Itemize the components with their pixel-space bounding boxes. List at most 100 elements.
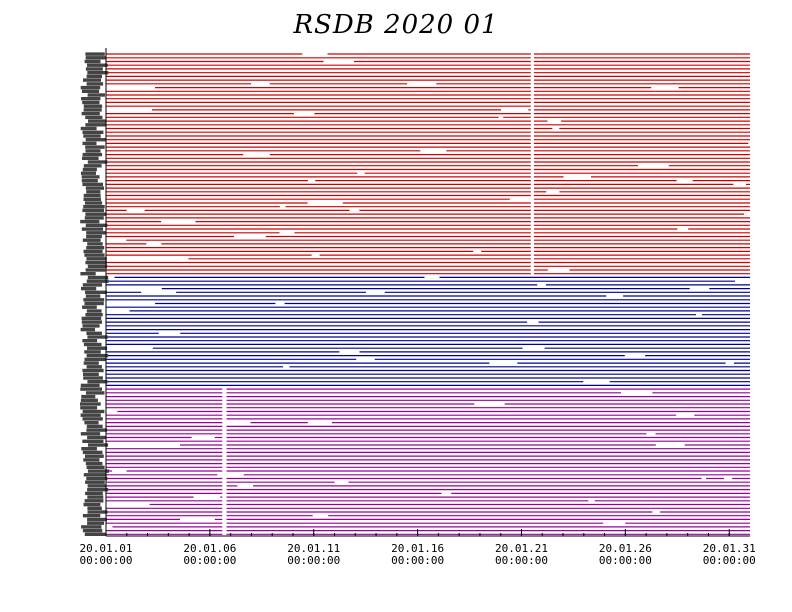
x-tick-time-label: 00:00:00 <box>80 554 133 567</box>
x-tick-date-label: 20.01.06 <box>183 542 236 555</box>
row-label-mark <box>85 491 103 496</box>
row-label-mark <box>82 100 100 105</box>
row-label-mark <box>82 182 103 187</box>
row-label-mark <box>85 313 103 317</box>
row-label-mark <box>87 346 108 350</box>
row-label-mark <box>86 424 103 429</box>
row-label-mark <box>85 260 107 265</box>
row-label-mark <box>87 242 103 246</box>
row-label-mark <box>85 391 105 395</box>
row-label-mark <box>81 179 98 183</box>
row-label-mark <box>82 417 103 421</box>
row-label-mark <box>85 223 108 227</box>
row-label-mark <box>83 458 100 462</box>
row-label-mark <box>86 428 108 432</box>
x-tick-time-label: 00:00:00 <box>287 554 340 567</box>
row-label-mark <box>87 435 106 440</box>
row-label-mark <box>86 82 104 86</box>
row-label-mark <box>83 372 99 376</box>
row-label-mark <box>88 443 109 447</box>
row-label-mark <box>85 52 105 56</box>
row-label-mark <box>86 257 107 261</box>
row-label-mark <box>86 365 102 369</box>
row-label-mark <box>86 353 109 358</box>
row-label-mark <box>80 398 98 402</box>
row-label-mark <box>86 309 102 313</box>
row-label-mark <box>85 480 105 484</box>
x-tick-date-label: 20.01.11 <box>287 542 340 555</box>
row-label-mark <box>86 246 105 250</box>
x-tick-date-label: 20.01.26 <box>599 542 652 555</box>
x-tick-date-label: 20.01.16 <box>391 542 444 555</box>
row-label-mark <box>82 528 103 533</box>
row-label-mark <box>85 454 104 458</box>
row-label-mark <box>83 134 101 138</box>
series-group-2 <box>80 275 750 388</box>
row-label-mark <box>81 525 102 529</box>
row-label-mark <box>85 186 104 190</box>
row-label-mark <box>84 59 101 64</box>
series-group-1 <box>80 52 750 276</box>
row-label-mark <box>85 212 107 216</box>
row-label-mark <box>83 249 103 254</box>
row-label-mark <box>80 327 95 332</box>
row-label-mark <box>82 514 101 518</box>
row-label-mark <box>83 164 102 168</box>
row-label-mark <box>87 71 109 75</box>
row-label-mark <box>82 450 103 455</box>
row-label-mark <box>80 126 97 131</box>
row-label-mark <box>85 115 103 120</box>
row-label-mark <box>87 521 105 525</box>
row-label-mark <box>81 394 96 399</box>
row-label-mark <box>84 532 107 536</box>
row-label-mark <box>85 67 103 71</box>
row-label-mark <box>87 517 107 522</box>
row-label-mark <box>85 149 101 153</box>
row-label-mark <box>87 63 108 67</box>
x-tick-time-label: 00:00:00 <box>391 554 444 567</box>
row-label-mark <box>85 268 106 272</box>
row-label-mark <box>83 342 102 347</box>
row-label-mark <box>85 461 103 466</box>
row-label-mark <box>87 93 105 97</box>
row-label-mark <box>81 286 97 291</box>
row-label-mark <box>80 383 100 388</box>
row-label-mark <box>87 275 109 280</box>
row-label-mark <box>86 465 105 469</box>
row-label-mark <box>88 119 106 123</box>
row-label-mark <box>82 305 97 309</box>
row-label-mark <box>83 473 106 477</box>
row-label-mark <box>82 152 103 157</box>
row-label-mark <box>85 145 105 149</box>
row-label-mark <box>87 469 110 473</box>
row-label-mark <box>81 316 102 321</box>
row-label-mark <box>84 201 103 205</box>
row-label-mark <box>85 138 107 142</box>
row-label-mark <box>81 175 100 179</box>
row-label-mark <box>81 227 104 231</box>
x-tick-time-label: 00:00:00 <box>703 554 756 567</box>
row-label-mark <box>83 193 101 198</box>
row-label-mark <box>86 476 108 481</box>
row-label-mark <box>85 56 107 60</box>
row-label-mark <box>80 219 100 224</box>
row-label-mark <box>84 350 101 354</box>
row-label-mark <box>85 123 107 127</box>
row-label-mark <box>82 368 104 373</box>
row-label-mark <box>82 167 97 172</box>
row-label-mark <box>87 495 104 499</box>
row-label-mark <box>81 97 101 101</box>
row-label-mark <box>80 413 101 417</box>
row-label-mark <box>82 89 100 93</box>
row-label-mark <box>84 421 99 425</box>
row-label-mark <box>80 406 98 410</box>
x-tick-date-label: 20.01.01 <box>80 542 133 555</box>
row-label-mark <box>80 387 102 391</box>
x-tick-time-label: 00:00:00 <box>495 554 548 567</box>
row-label-mark <box>86 231 106 235</box>
row-label-mark <box>82 238 101 242</box>
row-label-mark <box>83 361 99 365</box>
row-label-mark <box>82 156 99 160</box>
